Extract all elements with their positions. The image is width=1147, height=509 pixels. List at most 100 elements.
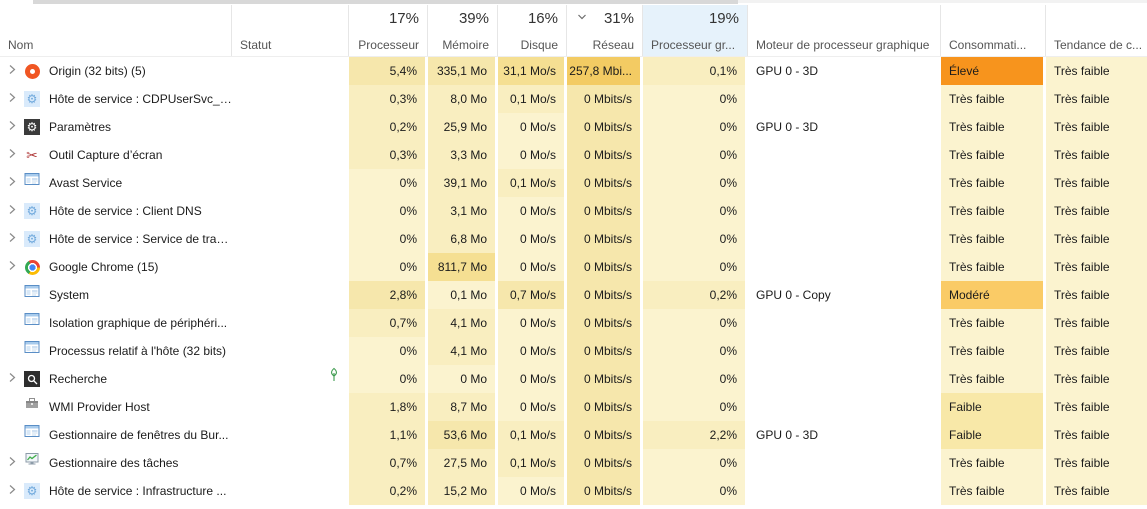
gpu-cell: 0% — [643, 309, 745, 337]
disk-cell: 0 Mo/s — [498, 309, 564, 337]
status-cell — [232, 365, 349, 393]
table-row[interactable]: Avast Service 0% 39,1 Mo 0,1 Mo/s 0 Mbit… — [0, 169, 1147, 197]
process-name-cell: ⚙ Hôte de service : Service de tran... — [0, 225, 232, 253]
disk-cell: 0,1 Mo/s — [498, 449, 564, 477]
cpu-cell: 0,3% — [349, 85, 425, 113]
table-row[interactable]: Processus relatif à l'hôte (32 bits) 0% … — [0, 337, 1147, 365]
column-header-cpu[interactable]: 17% Processeur — [349, 5, 428, 56]
disk-total-percent: 16% — [527, 10, 558, 27]
power-usage-cell: Très faible — [941, 309, 1043, 337]
chevron-right-icon — [8, 253, 17, 281]
table-row[interactable]: ✂ Outil Capture d’écran 0,3% 3,3 Mo 0 Mo… — [0, 141, 1147, 169]
column-header-name[interactable]: Nom — [0, 5, 232, 56]
table-row[interactable]: ⚙ Hôte de service : CDPUserSvc_4... 0,3%… — [0, 85, 1147, 113]
memory-cell: 15,2 Mo — [428, 477, 495, 505]
chevron-right-icon — [8, 477, 17, 505]
power-usage-cell: Élevé — [941, 57, 1043, 85]
table-row[interactable]: Isolation graphique de périphéri... 0,7%… — [0, 309, 1147, 337]
table-row[interactable]: Origin (32 bits) (5) 5,4% 335,1 Mo 31,1 … — [0, 57, 1147, 85]
expand-chevron-slot[interactable] — [0, 449, 24, 477]
memory-cell: 6,8 Mo — [428, 225, 495, 253]
table-row[interactable]: ⚙ Hôte de service : Infrastructure ... 0… — [0, 477, 1147, 505]
power-trend-cell: Très faible — [1046, 421, 1147, 449]
table-row[interactable]: Recherche 0% 0 Mo 0 Mo/s 0 Mbits/s 0% Tr… — [0, 365, 1147, 393]
network-cell: 0 Mbits/s — [567, 225, 640, 253]
table-row[interactable]: WMI Provider Host 1,8% 8,7 Mo 0 Mo/s 0 M… — [0, 393, 1147, 421]
process-icon-slot: ⚙ — [24, 231, 40, 247]
chevron-right-icon — [8, 113, 17, 141]
column-label-power-usage: Consommati... — [949, 38, 1027, 52]
process-name: Hôte de service : Client DNS — [49, 204, 202, 218]
expand-chevron-slot[interactable] — [0, 225, 24, 253]
status-cell — [232, 477, 349, 505]
gpu-engine-cell — [748, 477, 938, 505]
expand-chevron-slot[interactable] — [0, 169, 24, 197]
column-header-status[interactable]: Statut — [232, 5, 349, 56]
table-row[interactable]: Gestionnaire de fenêtres du Bur... 1,1% … — [0, 421, 1147, 449]
expand-chevron-slot[interactable] — [0, 57, 24, 85]
column-label-cpu: Processeur — [358, 38, 419, 52]
column-header-memory[interactable]: 39% Mémoire — [428, 5, 498, 56]
table-row[interactable]: Google Chrome (15) 0% 811,7 Mo 0 Mo/s 0 … — [0, 253, 1147, 281]
process-name-cell: Gestionnaire des tâches — [0, 449, 232, 477]
table-row[interactable]: ⚙ Hôte de service : Client DNS 0% 3,1 Mo… — [0, 197, 1147, 225]
memory-cell: 0 Mo — [428, 365, 495, 393]
service-gear-icon: ⚙ — [24, 483, 40, 499]
disk-cell: 0,1 Mo/s — [498, 421, 564, 449]
expand-chevron-slot[interactable] — [0, 85, 24, 113]
status-cell — [232, 85, 349, 113]
memory-cell: 3,1 Mo — [428, 197, 495, 225]
expand-chevron-slot[interactable] — [0, 141, 24, 169]
process-icon-slot: ⚙ — [24, 483, 40, 499]
memory-cell: 0,1 Mo — [428, 281, 495, 309]
table-row[interactable]: ⚙ Paramètres 0,2% 25,9 Mo 0 Mo/s 0 Mbits… — [0, 113, 1147, 141]
process-icon-slot: ✂ — [24, 147, 40, 163]
cpu-cell: 0% — [349, 253, 425, 281]
expand-chevron-slot[interactable] — [0, 365, 24, 393]
cpu-cell: 2,8% — [349, 281, 425, 309]
column-header-network[interactable]: 31% Réseau — [567, 5, 643, 56]
process-icon-slot: ⚙ — [24, 91, 40, 107]
column-header-gpu-engine[interactable]: Moteur de processeur graphique — [748, 5, 941, 56]
power-usage-cell: Très faible — [941, 337, 1043, 365]
table-row[interactable]: System 2,8% 0,1 Mo 0,7 Mo/s 0 Mbits/s 0,… — [0, 281, 1147, 309]
gpu-engine-cell: GPU 0 - 3D — [748, 57, 938, 85]
column-header-gpu[interactable]: 19% Processeur gr... — [643, 5, 748, 56]
expand-chevron-slot[interactable] — [0, 253, 24, 281]
gpu-engine-cell — [748, 309, 938, 337]
cpu-cell: 0,2% — [349, 477, 425, 505]
column-header-disk[interactable]: 16% Disque — [498, 5, 567, 56]
power-usage-cell: Très faible — [941, 365, 1043, 393]
network-cell: 0 Mbits/s — [567, 393, 640, 421]
process-name-cell: ⚙ Hôte de service : Client DNS — [0, 197, 232, 225]
power-trend-cell: Très faible — [1046, 169, 1147, 197]
column-header-power-usage[interactable]: Consommati... — [941, 5, 1046, 56]
column-label-disk: Disque — [520, 38, 558, 52]
gpu-cell: 0% — [643, 253, 745, 281]
process-name-cell: ✂ Outil Capture d’écran — [0, 141, 232, 169]
table-row[interactable]: ⚙ Hôte de service : Service de tran... 0… — [0, 225, 1147, 253]
cpu-cell: 0% — [349, 225, 425, 253]
column-header-power-trend[interactable]: Tendance de c... — [1046, 5, 1147, 56]
gpu-cell: 0% — [643, 337, 745, 365]
process-name: Hôte de service : Infrastructure ... — [49, 484, 227, 498]
status-cell — [232, 449, 349, 477]
origin-logo-icon — [24, 63, 40, 79]
power-trend-cell: Très faible — [1046, 309, 1147, 337]
column-label-gpu: Processeur gr... — [651, 38, 736, 52]
power-trend-cell: Très faible — [1046, 449, 1147, 477]
window-app-icon — [24, 421, 40, 449]
process-name-cell: Avast Service — [0, 169, 232, 197]
expand-chevron-slot[interactable] — [0, 477, 24, 505]
expand-chevron-slot[interactable] — [0, 197, 24, 225]
table-row[interactable]: Gestionnaire des tâches 0,7% 27,5 Mo 0,1… — [0, 449, 1147, 477]
gpu-engine-cell — [748, 85, 938, 113]
gpu-cell: 0% — [643, 169, 745, 197]
window-app-icon — [24, 281, 40, 309]
chevron-right-icon — [8, 449, 17, 477]
sort-chevron-down-icon — [578, 14, 586, 20]
process-name-cell: Isolation graphique de périphéri... — [0, 309, 232, 337]
gpu-cell: 0% — [643, 197, 745, 225]
disk-cell: 0 Mo/s — [498, 197, 564, 225]
expand-chevron-slot[interactable] — [0, 113, 24, 141]
